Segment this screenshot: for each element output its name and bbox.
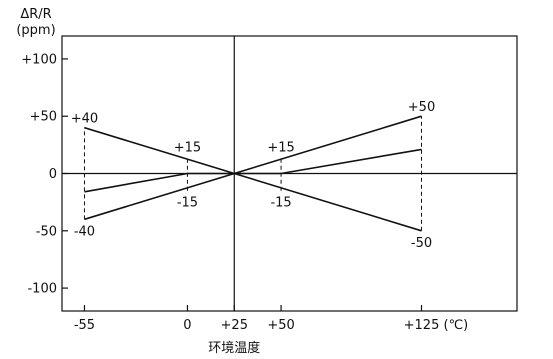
series-line-1: [84, 126, 422, 232]
data-annotation: +15: [267, 140, 294, 155]
x-axis-label: 环境温度: [208, 340, 260, 356]
y-tick-label: 0: [49, 167, 57, 182]
annotations: +40 -40 +15 -15 +15 -15 +50 -50: [71, 100, 435, 251]
data-annotation: +50: [408, 100, 435, 115]
x-axis-unit: (℃): [444, 318, 469, 333]
y-axis-label-line1: ΔR/R: [20, 7, 51, 22]
y-ticks: +100 +50 0 -50 -100: [21, 52, 68, 297]
series-group: [84, 115, 422, 232]
data-annotation: +15: [174, 140, 201, 155]
data-annotation: -50: [411, 236, 432, 251]
x-tick-label: +25: [221, 318, 248, 333]
x-tick-label: +50: [267, 318, 294, 333]
x-tick-label: -55: [74, 318, 95, 333]
series-line-2: [84, 115, 422, 221]
x-tick-label: 0: [183, 318, 191, 333]
zero-axes: [62, 36, 517, 311]
y-axis-label-line2: (ppm): [16, 23, 55, 38]
data-annotation: -15: [177, 196, 198, 211]
data-annotation: -15: [270, 196, 291, 211]
data-annotation: +40: [71, 112, 98, 127]
series-line-3: [84, 148, 422, 193]
x-ticks: -55 0 +25 +50 +125: [74, 305, 440, 333]
data-annotation: -40: [74, 224, 95, 239]
x-tick-label: +125: [404, 318, 440, 333]
y-tick-label: +100: [21, 52, 57, 67]
y-tick-label: -100: [27, 282, 57, 297]
y-tick-label: -50: [36, 224, 57, 239]
y-tick-label: +50: [30, 110, 57, 125]
